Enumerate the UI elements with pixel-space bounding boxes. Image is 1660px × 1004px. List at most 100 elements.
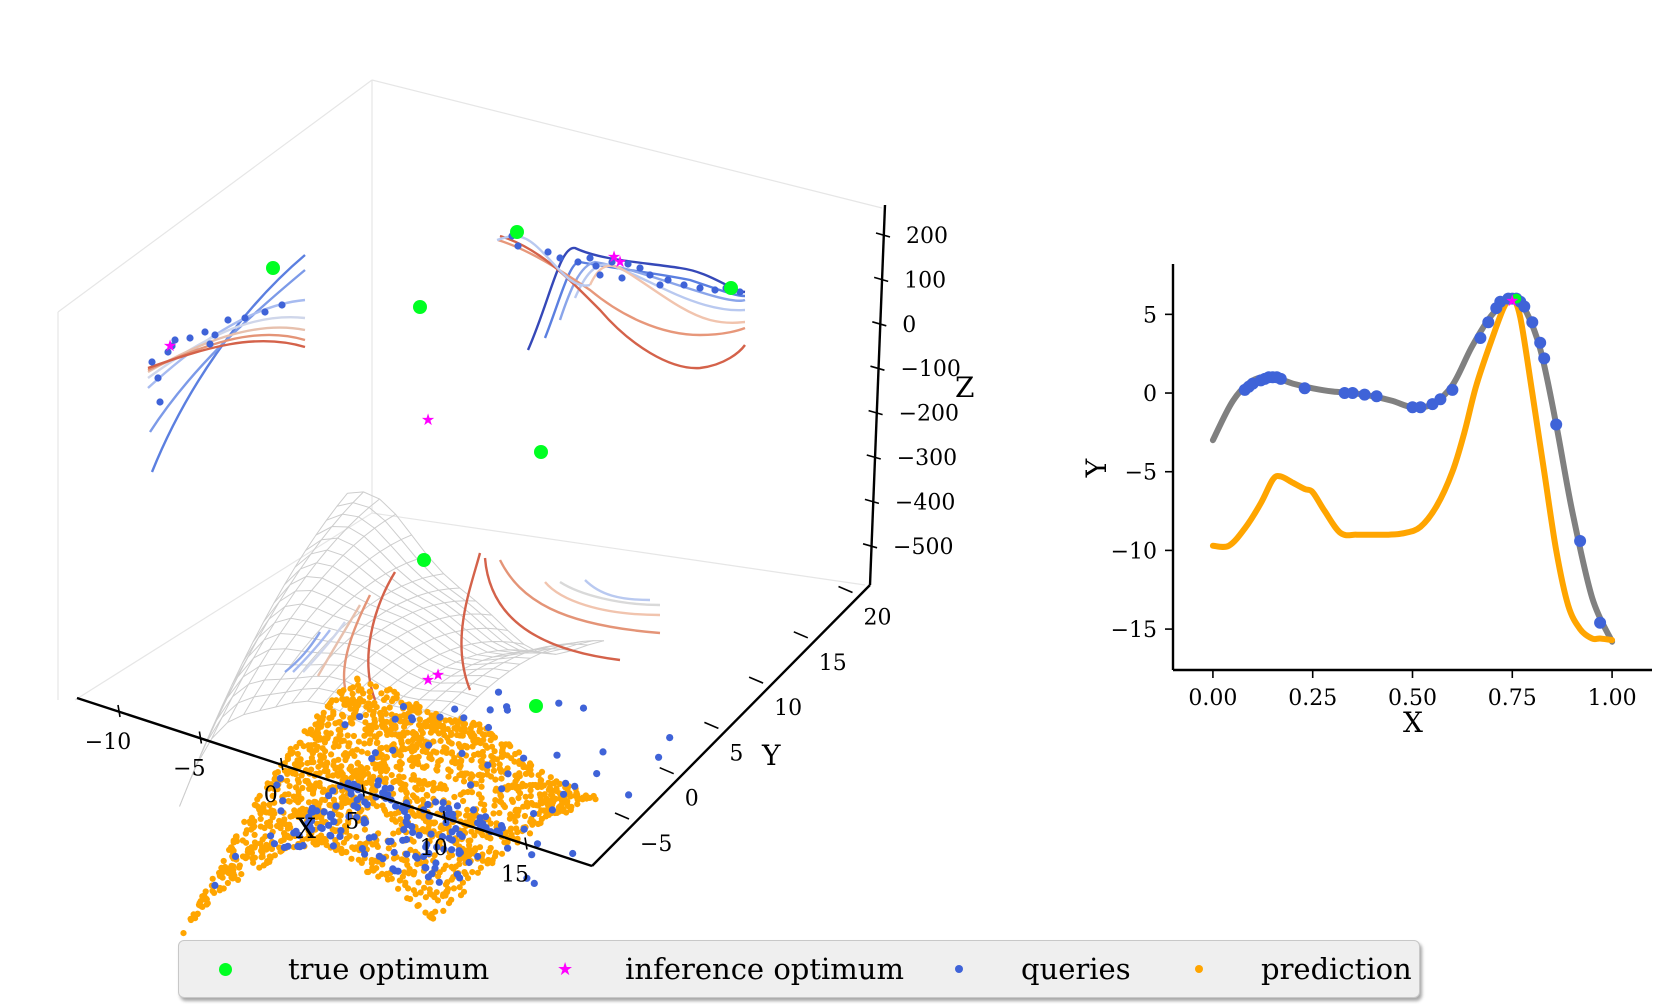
prediction-point <box>459 879 466 886</box>
prediction-point <box>440 891 447 898</box>
prediction-point <box>562 799 569 806</box>
x-tick-mark <box>198 731 203 744</box>
prediction-point <box>287 813 294 820</box>
prediction-point <box>302 808 310 815</box>
query-point <box>408 714 416 722</box>
query-point-floor <box>655 753 663 761</box>
prediction-point <box>248 844 255 851</box>
surface-3d-plot: ★★★★★★ −10−5051015−5051015202001000−100−… <box>57 79 974 937</box>
z-tick-label: −300 <box>897 446 957 471</box>
prediction-point <box>419 730 426 737</box>
prediction-point <box>355 738 362 745</box>
prediction-point <box>414 786 421 793</box>
prediction-point <box>362 840 369 847</box>
prediction-point <box>269 814 276 821</box>
query-point <box>320 808 328 816</box>
prediction-point <box>392 810 399 817</box>
prediction-point <box>289 770 296 777</box>
prediction-point <box>471 751 478 759</box>
prediction-point <box>340 713 347 720</box>
prediction-point <box>519 780 526 788</box>
query-point-wall <box>680 281 688 289</box>
prediction-point <box>404 861 411 869</box>
back-wall-contours <box>496 234 746 370</box>
query-point <box>1518 300 1531 313</box>
query-point-floor <box>403 835 411 844</box>
prediction-point <box>299 784 306 792</box>
query-point-floor <box>523 874 531 882</box>
y-tick-mark <box>793 631 809 639</box>
query-point-wall <box>664 276 672 284</box>
x-tick-label: 0 <box>264 783 278 808</box>
prediction-point <box>476 728 483 735</box>
prediction-point <box>418 813 425 820</box>
prediction-point <box>507 743 514 750</box>
query-point-floor <box>456 830 464 838</box>
prediction-point <box>567 793 574 800</box>
mesh-line <box>339 627 508 712</box>
query-point <box>267 832 275 840</box>
query-point <box>1482 316 1495 329</box>
prediction-point <box>426 886 433 893</box>
axis-ticks-3d: −10 −5 0 5 10 15 −5 0 5 10 15 20 200 100 0 −100 −200 −300… <box>85 224 961 888</box>
prediction-point <box>203 901 210 908</box>
prediction-point <box>541 798 548 805</box>
prediction-point <box>479 857 486 864</box>
query-points-2d <box>1238 292 1607 629</box>
prediction-point <box>297 807 304 814</box>
contour-line <box>499 234 746 370</box>
prediction-point <box>373 841 380 848</box>
prediction-point <box>372 765 379 772</box>
contour-line <box>342 594 372 689</box>
prediction-point <box>209 887 216 895</box>
query-point <box>336 832 344 841</box>
prediction-point <box>469 869 476 876</box>
prediction-point <box>411 868 418 876</box>
prediction-point <box>550 798 557 806</box>
prediction-point <box>549 792 556 799</box>
prediction-point <box>476 844 484 851</box>
query-point-floor <box>497 822 506 830</box>
prediction-point <box>296 739 303 747</box>
query-point-floor <box>365 834 373 842</box>
prediction-point <box>458 757 465 764</box>
legend-label-true-optimum: true optimum <box>288 952 490 986</box>
prediction-point <box>390 816 397 823</box>
prediction-point <box>336 818 343 825</box>
prediction-point <box>243 827 250 834</box>
prediction-point <box>535 820 542 828</box>
query-point-floor <box>326 810 335 819</box>
prediction-point <box>461 869 468 876</box>
prediction-point <box>352 700 359 708</box>
z-tick-mark <box>873 276 889 283</box>
prediction-point <box>490 761 497 769</box>
prediction-point <box>556 803 563 810</box>
prediction-point <box>209 875 216 882</box>
prediction-point <box>250 824 257 831</box>
prediction-point <box>477 800 484 807</box>
z-tick-mark <box>862 543 878 549</box>
prediction-point <box>271 799 278 806</box>
prediction-point <box>243 839 250 846</box>
x-axis-label-2d: X <box>1403 706 1423 739</box>
prediction-point <box>491 734 498 741</box>
query-point-wall <box>636 264 644 272</box>
query-point <box>337 827 345 835</box>
prediction-point <box>574 796 581 803</box>
prediction-point <box>560 808 567 815</box>
prediction-point <box>304 730 311 737</box>
prediction-point <box>388 875 395 882</box>
prediction-point <box>292 797 299 804</box>
query-point-wall <box>171 336 179 344</box>
prediction-point <box>368 856 375 864</box>
prediction-point <box>314 726 321 733</box>
prediction-point <box>364 750 371 757</box>
query-point-wall <box>156 398 164 406</box>
star-marker-icon: ★ <box>557 958 574 980</box>
query-point <box>1274 372 1287 385</box>
prediction-point <box>187 915 194 923</box>
prediction-point <box>457 892 465 899</box>
true-optimum-point <box>529 699 543 713</box>
query-point <box>329 842 337 850</box>
prediction-point <box>464 806 471 814</box>
